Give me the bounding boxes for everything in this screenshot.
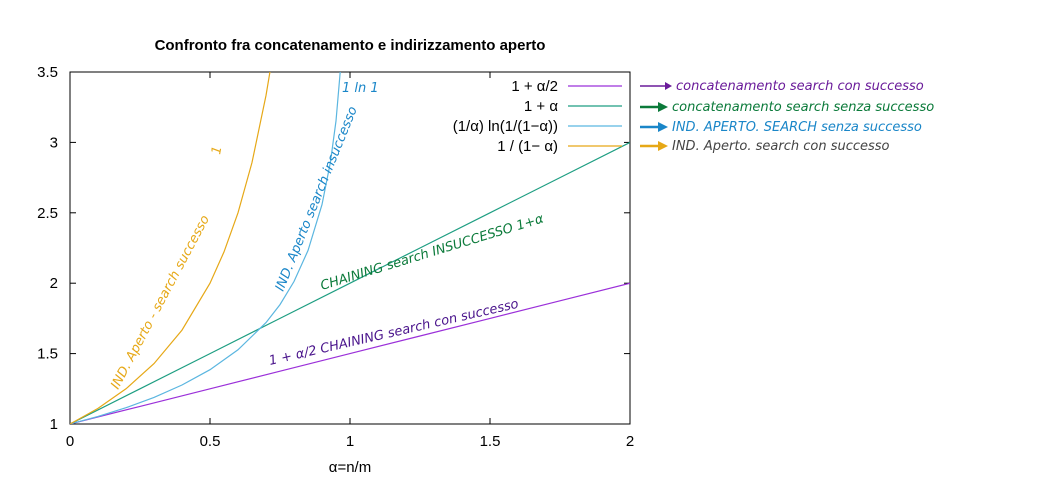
- x-tick-label: 1.5: [480, 433, 501, 450]
- series-line-2: [70, 72, 341, 424]
- annotation-right-4: IND. Aperto. search con successo: [672, 139, 890, 154]
- y-tick-label: 1: [50, 416, 58, 433]
- legend-label: (1/α) ln(1/(1−α)): [453, 118, 558, 135]
- y-tick-label: 3.5: [37, 64, 58, 81]
- annotation-right-1: concatenamento search con successo: [676, 79, 924, 94]
- y-tick-label: 1.5: [37, 346, 58, 363]
- x-tick-label: 0: [66, 433, 74, 450]
- legend-label: 1 + α/2: [511, 78, 558, 95]
- series-line-3: [70, 72, 271, 424]
- chart-title: Confronto fra concatenamento e indirizza…: [155, 37, 546, 54]
- annotation-formula-log: 1 ln 1: [342, 81, 379, 96]
- y-tick-label: 3: [50, 134, 58, 151]
- annotation-open-insuccess: IND. Aperto search insuccesso: [273, 104, 361, 293]
- series-line-1: [70, 141, 630, 424]
- series-line-0: [70, 282, 630, 424]
- x-tick-label: 2: [626, 433, 634, 450]
- annotation-chaining-insuccess: CHAINING search INSUCCESSO 1+α: [319, 211, 546, 293]
- annotation-formula-inverse: 1: [209, 145, 225, 156]
- y-tick-label: 2: [50, 275, 58, 292]
- x-axis-label: α=n/m: [329, 459, 371, 476]
- legend: 1 + α/2 1 + α (1/α) ln(1/(1−α)) 1 / (1− α): [453, 78, 622, 155]
- annotation-right-3: IND. APERTO. SEARCH senza successo: [672, 120, 922, 135]
- annotation-arrowhead-purple: [665, 82, 672, 90]
- legend-label: 1 + α: [524, 98, 558, 115]
- annotation-chaining-success: 1 + α/2 CHAINING search con successo: [268, 297, 521, 369]
- annotation-open-success: IND. Aperto - search successo: [108, 213, 213, 392]
- annotation-arrowhead-green: [658, 102, 668, 112]
- annotation-arrowhead-yellow: [658, 141, 668, 151]
- y-tick-label: 2.5: [37, 205, 58, 222]
- series-lines: [70, 72, 630, 424]
- annotation-arrowhead-blue: [658, 122, 668, 132]
- x-tick-label: 0.5: [200, 433, 221, 450]
- legend-label: 1 / (1− α): [497, 138, 558, 155]
- x-tick-label: 1: [346, 433, 354, 450]
- annotation-right-2: concatenamento search senza successo: [672, 100, 934, 115]
